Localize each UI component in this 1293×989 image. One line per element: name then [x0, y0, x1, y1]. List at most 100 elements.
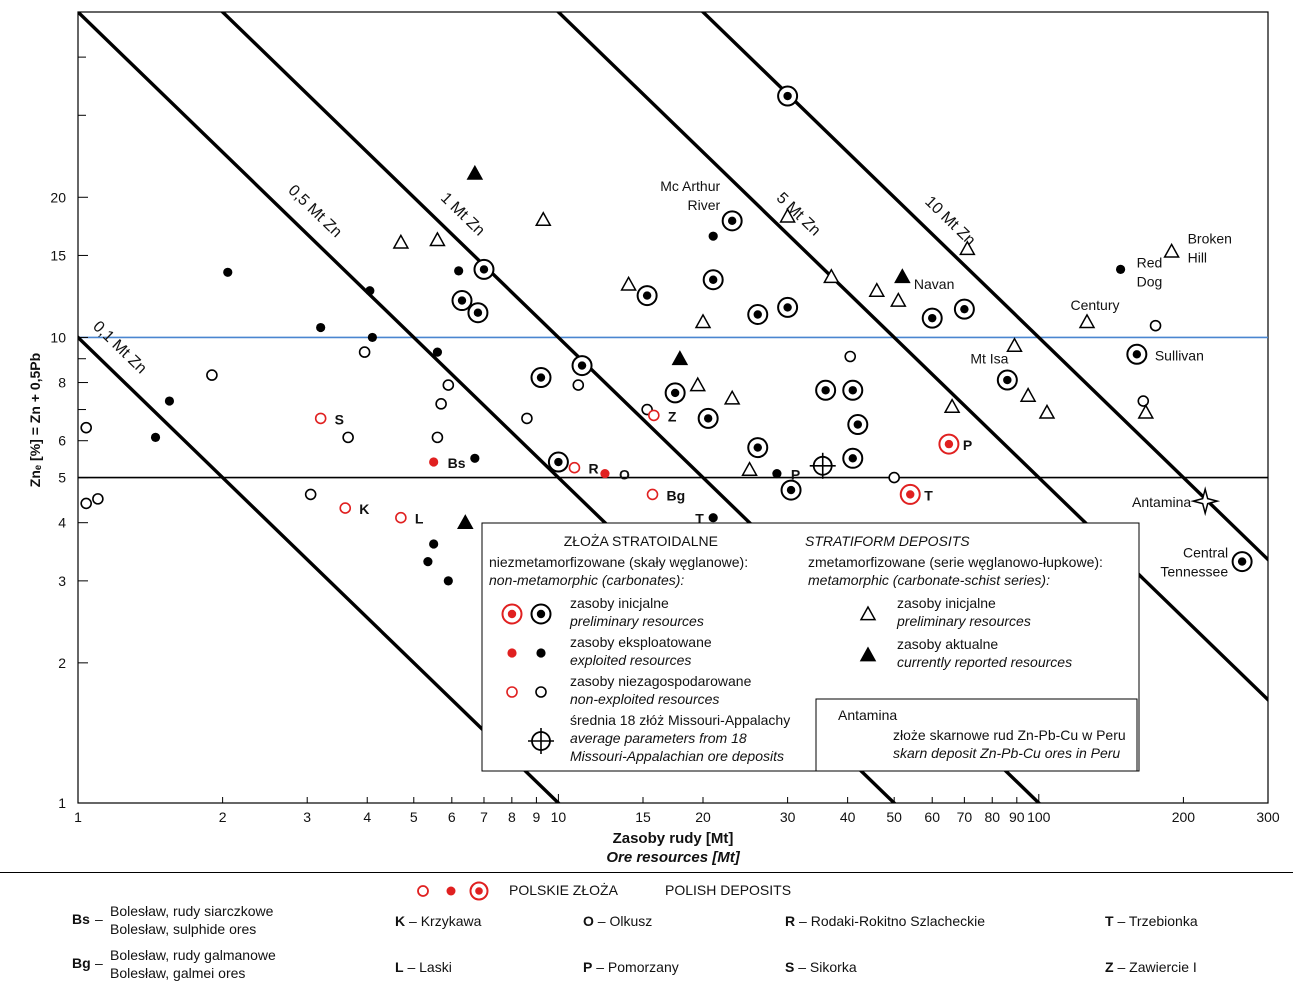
point-s0-3: [530, 367, 552, 389]
x-tick-label-1: 1: [74, 809, 82, 825]
point-s3-11: [890, 292, 907, 307]
legend-exploited-black-icon: [536, 648, 546, 658]
point-s7-5-shape: [646, 488, 659, 501]
point-label-10: P: [963, 437, 972, 453]
point-s1-0: [150, 432, 161, 442]
x-tick-label-6: 6: [448, 809, 456, 825]
legend-prelim-triangle-icon: [859, 605, 877, 621]
legend-prelim-red-icon: [501, 603, 523, 625]
point-s1-10-shape: [423, 556, 433, 567]
legend-prelim-black-icon: [530, 603, 552, 625]
point-s4-2-shape: [671, 350, 689, 366]
iso-line-5: [555, 12, 1268, 703]
x-axis-title-en: Ore resources [Mt]: [606, 849, 740, 866]
point-s2-9-shape: [442, 379, 455, 391]
point-s1-7: [454, 266, 464, 276]
point-s0-7: [702, 269, 724, 291]
point-s4-0-shape: [466, 164, 484, 180]
point-s2-10: [521, 412, 533, 425]
point-s6-0: [429, 457, 439, 467]
point-label-7: Bg: [667, 487, 686, 503]
z-entry: Z – Zawiercie I: [1105, 959, 1197, 975]
legend-missouri-en1: average parameters from 18: [570, 730, 747, 746]
point-s3-13-shape: [959, 240, 976, 256]
y-tick-label-10: 10: [50, 329, 66, 345]
point-s1-14: [708, 513, 718, 523]
point-label-4: R: [588, 461, 598, 477]
point-s7-4: [648, 409, 660, 422]
legend-missouri: średnia 18 złóż Missouri-Appalachy: [570, 712, 790, 728]
iso-label-1: 1 Mt Zn: [437, 189, 488, 239]
point-s0-22: [996, 369, 1018, 391]
deposit-name-8-0: Central: [1183, 545, 1228, 561]
point-s6-0-shape: [429, 457, 439, 467]
point-s2-0: [80, 421, 92, 434]
legend-current-en: currently reported resources: [897, 654, 1072, 670]
x-tick-label-300: 300: [1256, 809, 1280, 825]
l-entry: L – Laski: [395, 959, 452, 975]
point-s1-9-shape: [429, 539, 439, 549]
x-tick-label-8: 8: [508, 809, 516, 825]
legend-current: zasoby aktualne: [897, 636, 998, 652]
point-s2-2: [92, 493, 104, 505]
polish-ring-center-icon: [475, 887, 483, 895]
point-s0-15: [780, 479, 802, 501]
y-tick-label-15: 15: [50, 247, 66, 263]
y-tick-label-5: 5: [58, 470, 66, 486]
point-s1-6: [432, 347, 443, 357]
point-s3-6-shape: [723, 389, 741, 405]
bs-en: Bolesław, sulphide ores: [110, 921, 257, 937]
point-s1-15: [1115, 264, 1126, 274]
point-label-3: Bs: [448, 455, 466, 471]
point-s0-21-center: [960, 304, 969, 314]
point-s7-5: [646, 488, 659, 501]
legend-right-head: zmetamorfizowane (serie węglanowo-łupkow…: [808, 554, 1103, 570]
x-tick-label-80: 80: [984, 809, 1000, 825]
point-s1-1-shape: [164, 396, 175, 406]
point-s5-1-center: [906, 490, 915, 499]
point-s3-13: [959, 240, 976, 256]
point-s0-4: [571, 355, 593, 377]
x-tick-label-7: 7: [480, 809, 488, 825]
polish-open-circle-icon: [417, 885, 429, 897]
point-s2-15: [1137, 395, 1150, 407]
point-s3-19-shape: [1163, 242, 1180, 258]
point-s2-8: [435, 398, 447, 410]
point-s1-10: [423, 556, 433, 567]
point-s3-1: [429, 231, 446, 247]
point-s1-12: [708, 231, 718, 241]
iso-label-0-1: 0,1 Mt Zn: [89, 318, 149, 377]
t-entry: T – Trzebionka: [1105, 913, 1198, 929]
iso-line-10: [700, 12, 1268, 562]
point-s0-7-center: [708, 275, 718, 284]
point-s1-5: [367, 332, 377, 343]
point-label-2: L: [415, 511, 424, 527]
point-s0-14-center: [753, 443, 762, 452]
x-tick-label-15: 15: [635, 809, 651, 825]
x-tick-label-5: 5: [410, 809, 418, 825]
deposit-name-2-0: Mt Isa: [970, 351, 1008, 367]
x-tick-label-3: 3: [303, 809, 311, 825]
point-s0-8-center: [727, 216, 737, 226]
point-s0-8: [721, 210, 743, 232]
iso-label-5: 5 Mt Zn: [773, 189, 824, 239]
point-s3-9-shape: [823, 268, 840, 284]
point-s1-8: [470, 453, 480, 463]
point-s1-8-shape: [470, 453, 480, 463]
bg-dash: –: [95, 955, 103, 971]
point-s0-24-center: [1237, 557, 1247, 566]
point-s2-7-shape: [431, 431, 444, 444]
point-s2-7: [431, 431, 444, 444]
point-s3-4: [694, 313, 712, 329]
point-s2-11-shape: [572, 379, 585, 391]
point-s9-0: [1190, 486, 1221, 517]
data-points: [80, 85, 1253, 586]
point-s0-9: [664, 382, 686, 404]
legend-prelim-en: preliminary resources: [569, 613, 704, 629]
point-label-1: K: [359, 501, 369, 517]
point-s2-10-shape: [521, 412, 533, 425]
point-s0-23-center: [1132, 350, 1142, 359]
antamina-legend-head: Antamina: [838, 707, 897, 723]
point-s7-1-shape: [339, 502, 352, 514]
bg-en: Bolesław, galmei ores: [110, 965, 246, 981]
